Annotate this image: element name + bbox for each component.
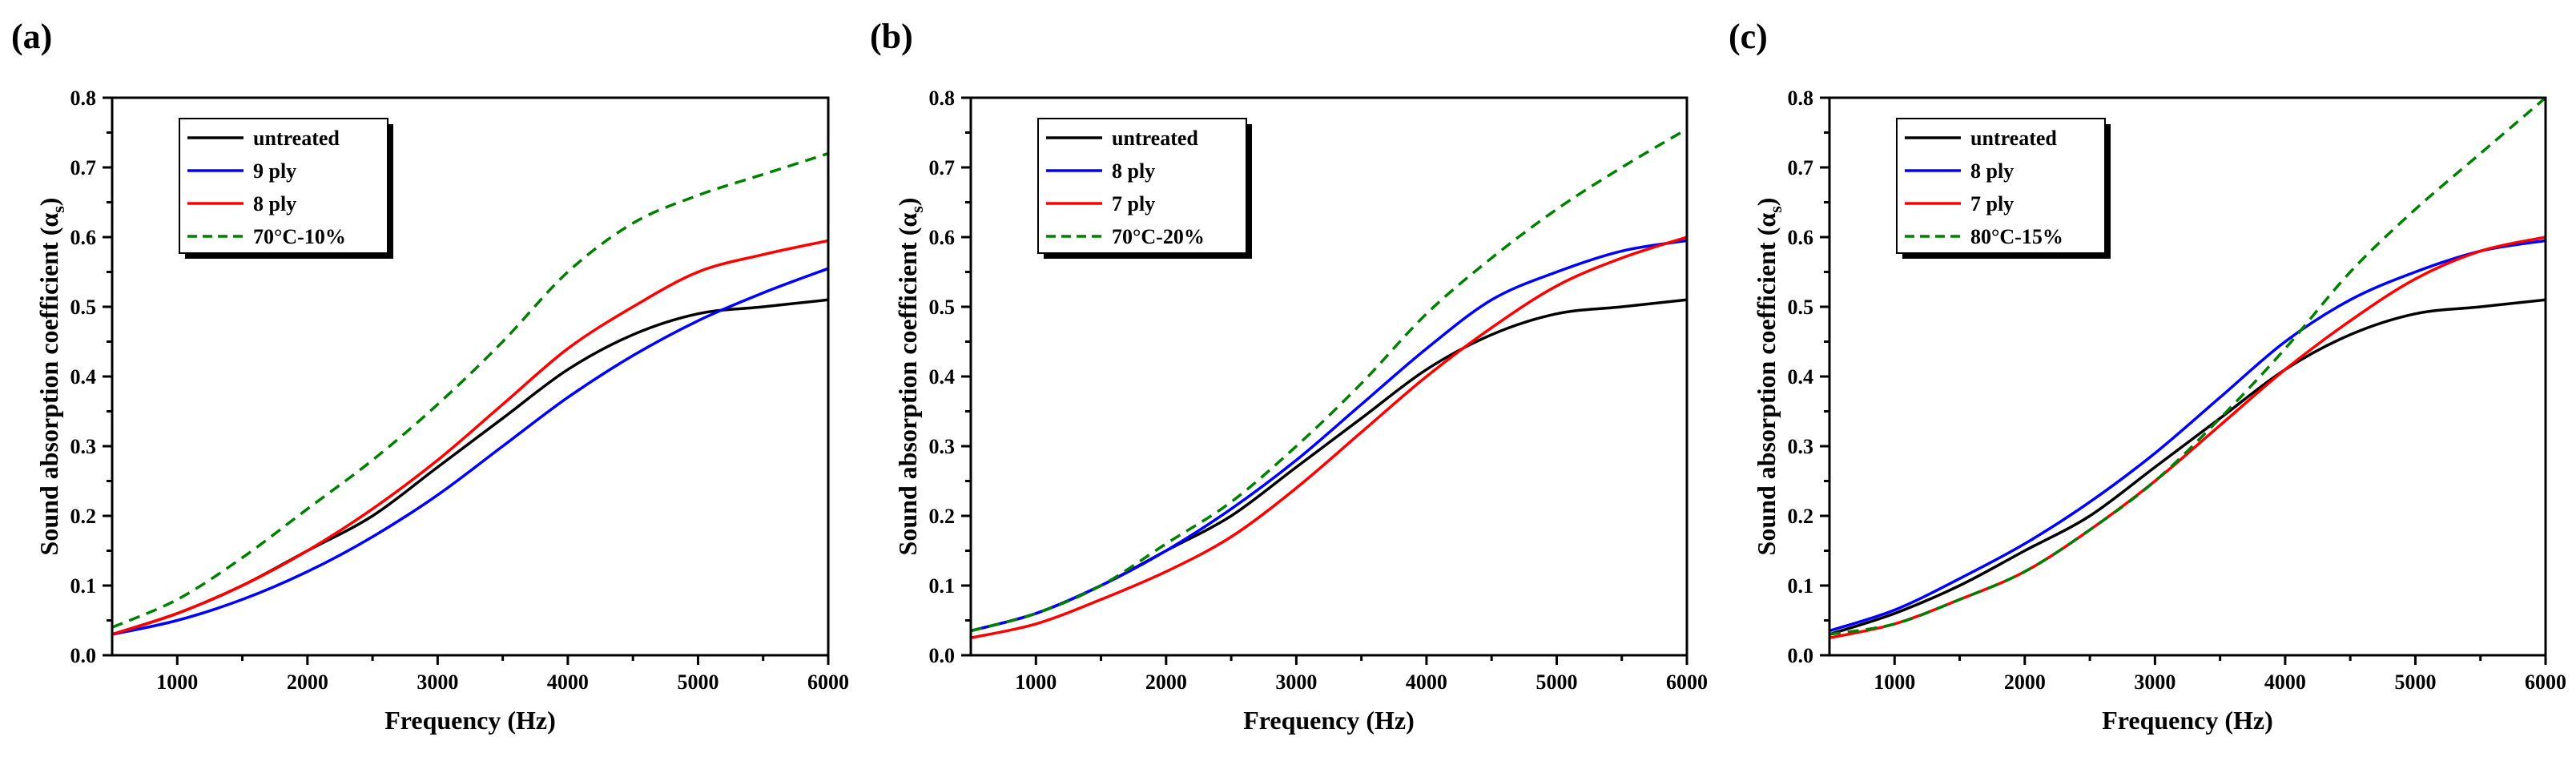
chart-panel-a: (a) 0.0 0.1 0.2 0.3 0.4 0.5 0.6 0.7 0.8 1000 2000 3…: [0, 0, 859, 769]
x-tick-label: 2000: [2004, 670, 2046, 694]
y-tick-label: 0.2: [70, 505, 97, 528]
series-line-2: [971, 236, 1687, 640]
series-line-0: [112, 298, 828, 636]
y-axis-label-close: ): [893, 198, 922, 207]
y-tick-label: 0.5: [70, 296, 97, 319]
panel-label: (c): [1729, 17, 1768, 56]
series-line-1: [971, 239, 1687, 633]
y-tick-label: 0.8: [1788, 87, 1814, 110]
legend-label: 70°C-20%: [1112, 225, 1205, 248]
y-tick-label: 0.4: [70, 365, 97, 389]
y-tick-label: 0.0: [929, 644, 956, 667]
panel-label: (a): [11, 17, 53, 56]
y-tick-label: 0.2: [1788, 505, 1814, 528]
series-line-1: [1829, 239, 2546, 633]
y-axis-label: Sound absorption coefficient (αs): [34, 198, 68, 556]
legend-label: 8 ply: [1970, 159, 2014, 183]
y-tick-label: 0.7: [70, 156, 97, 179]
y-axis-label-main: Sound absorption coefficient (α: [893, 213, 922, 556]
y-tick-label: 0.4: [1788, 365, 1814, 389]
legend-label: 70°C-10%: [253, 225, 346, 248]
y-tick-label: 0.8: [70, 87, 97, 110]
chart-panel-b: (b) 0.0 0.1 0.2 0.3 0.4 0.5 0.6 0.7 0.8 1000 2000 3…: [859, 0, 1717, 769]
chart-svg: 0.0 0.1 0.2 0.3 0.4 0.5 0.6 0.7 0.8 1000 2000 3000 4…: [1752, 87, 2566, 735]
y-axis-label-main: Sound absorption coefficient (α: [1752, 213, 1781, 556]
y-tick-label: 0.6: [70, 226, 97, 249]
y-tick-label: 0.4: [929, 365, 956, 389]
legend-label: 80°C-15%: [1970, 225, 2063, 248]
y-tick-label: 0.7: [1788, 156, 1814, 179]
chart-svg: 0.0 0.1 0.2 0.3 0.4 0.5 0.6 0.7 0.8 1000 2000 3000 4…: [893, 87, 1708, 735]
y-axis-label: Sound absorption coefficient (αs): [1752, 198, 1785, 556]
y-tick-label: 0.0: [1788, 644, 1814, 667]
x-tick-label: 5000: [1536, 670, 1577, 694]
x-axis-label: Frequency (Hz): [1243, 706, 1415, 735]
y-tick-label: 0.6: [1788, 226, 1814, 249]
y-axis-label-close: ): [34, 198, 63, 207]
plot-frame: [1828, 96, 2547, 657]
y-tick-label: 0.0: [70, 644, 97, 667]
y-axis-label: Sound absorption coefficient (αs): [893, 198, 927, 556]
x-axis-label: Frequency (Hz): [384, 706, 556, 735]
y-tick-label: 0.3: [70, 435, 97, 458]
x-tick-label: 5000: [2394, 670, 2436, 694]
legend-label: 8 ply: [253, 192, 296, 215]
legend-box: [1896, 118, 2106, 254]
y-tick-label: 0.1: [70, 574, 97, 598]
legend-label: 7 ply: [1970, 192, 2014, 215]
legend-label: untreated: [1112, 127, 1198, 150]
x-tick-label: 6000: [807, 670, 849, 694]
y-tick-label: 0.1: [929, 574, 956, 598]
x-tick-label: 2000: [1145, 670, 1187, 694]
x-tick-label: 5000: [677, 670, 718, 694]
y-axis-label-subscript: s: [907, 206, 927, 213]
legend-label: untreated: [1970, 127, 2057, 150]
legend-label: 9 ply: [253, 159, 296, 183]
legend-label: 7 ply: [1112, 192, 1155, 215]
y-tick-label: 0.1: [1788, 574, 1814, 598]
plot-frame: [111, 96, 830, 657]
legend-label: untreated: [253, 127, 340, 150]
series-line-1: [112, 267, 828, 636]
y-axis-label-subscript: s: [1765, 206, 1785, 213]
plot-frame: [969, 96, 1688, 657]
x-tick-label: 1000: [1015, 670, 1057, 694]
x-tick-label: 3000: [2134, 670, 2176, 694]
legend-box: [1037, 118, 1247, 254]
x-tick-label: 6000: [2525, 670, 2566, 694]
x-tick-label: 4000: [1406, 670, 1447, 694]
x-tick-label: 3000: [1275, 670, 1317, 694]
x-tick-label: 4000: [2264, 670, 2306, 694]
chart-svg: 0.0 0.1 0.2 0.3 0.4 0.5 0.6 0.7 0.8 1000 2000 3000 4…: [34, 87, 849, 735]
y-tick-label: 0.8: [929, 87, 956, 110]
x-tick-label: 6000: [1666, 670, 1708, 694]
x-tick-label: 1000: [1874, 670, 1915, 694]
y-axis-label-close: ): [1752, 198, 1781, 207]
x-tick-label: 4000: [547, 670, 589, 694]
y-tick-label: 0.7: [929, 156, 956, 179]
series-line-0: [1829, 298, 2546, 636]
series-line-0: [971, 298, 1687, 633]
y-tick-label: 0.3: [1788, 435, 1814, 458]
y-tick-label: 0.5: [929, 296, 956, 319]
series-line-2: [112, 239, 828, 636]
x-axis-label: Frequency (Hz): [2102, 706, 2273, 735]
y-axis-label-subscript: s: [48, 206, 68, 213]
x-tick-label: 2000: [287, 670, 328, 694]
y-tick-label: 0.6: [929, 226, 956, 249]
y-tick-label: 0.3: [929, 435, 956, 458]
series-line-3: [971, 127, 1687, 633]
y-axis-label-main: Sound absorption coefficient (α: [34, 213, 63, 556]
panel-label: (b): [870, 17, 913, 56]
legend-label: 8 ply: [1112, 159, 1155, 183]
series-line-3: [112, 151, 828, 629]
y-tick-label: 0.2: [929, 505, 956, 528]
legend-box: [179, 118, 388, 254]
x-tick-label: 3000: [417, 670, 458, 694]
chart-panel-c: (c) 0.0 0.1 0.2 0.3 0.4 0.5 0.6 0.7 0.8 1000 2000 3…: [1717, 0, 2576, 769]
y-tick-label: 0.5: [1788, 296, 1814, 319]
x-tick-label: 1000: [156, 670, 198, 694]
series-line-2: [1829, 236, 2546, 640]
series-line-3: [1829, 98, 2546, 636]
